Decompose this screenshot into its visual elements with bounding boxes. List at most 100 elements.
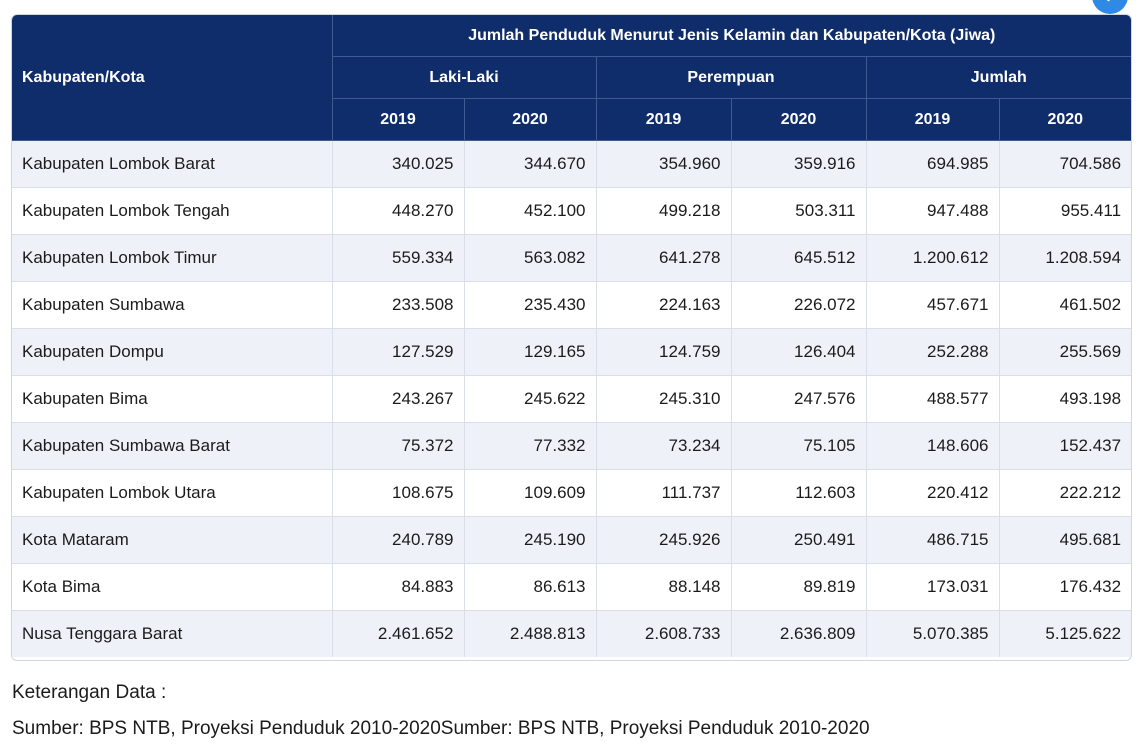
table-row: Kabupaten Lombok Tengah 448.270 452.100 499… xyxy=(12,187,1131,235)
value-cell: 86.613 xyxy=(464,563,597,611)
value-cell: 77.332 xyxy=(464,422,597,470)
population-table-container: Kabupaten/Kota Jumlah Penduduk Menurut J… xyxy=(11,14,1132,661)
value-cell: 947.488 xyxy=(866,187,1000,235)
region-name-cell: Kota Mataram xyxy=(12,516,333,564)
value-cell: 2.636.809 xyxy=(731,610,867,657)
value-cell: 247.576 xyxy=(731,375,867,423)
value-cell: 173.031 xyxy=(866,563,1000,611)
value-cell: 5.070.385 xyxy=(866,610,1000,657)
value-cell: 75.105 xyxy=(731,422,867,470)
region-name-cell: Kabupaten Bima xyxy=(12,375,333,423)
region-name-cell: Kabupaten Dompu xyxy=(12,328,333,376)
value-cell: 704.586 xyxy=(999,140,1131,188)
value-cell: 233.508 xyxy=(332,281,465,329)
year-header: 2020 xyxy=(998,98,1131,141)
value-cell: 5.125.622 xyxy=(999,610,1131,657)
value-cell: 75.372 xyxy=(332,422,465,470)
value-cell: 457.671 xyxy=(866,281,1000,329)
value-cell: 112.603 xyxy=(731,469,867,517)
value-cell: 245.926 xyxy=(596,516,732,564)
table-row: Kabupaten Dompu 127.529 129.165 124.759 126.… xyxy=(12,328,1131,376)
value-cell: 109.609 xyxy=(464,469,597,517)
year-header: 2019 xyxy=(331,98,465,141)
value-cell: 73.234 xyxy=(596,422,732,470)
value-cell: 252.288 xyxy=(866,328,1000,376)
value-cell: 461.502 xyxy=(999,281,1131,329)
value-cell: 2.488.813 xyxy=(464,610,597,657)
value-cell: 127.529 xyxy=(332,328,465,376)
value-cell: 1.208.594 xyxy=(999,234,1131,282)
region-name-cell: Kabupaten Sumbawa Barat xyxy=(12,422,333,470)
value-cell: 2.608.733 xyxy=(596,610,732,657)
value-cell: 488.577 xyxy=(866,375,1000,423)
table-row: Kabupaten Lombok Timur 559.334 563.082 641.… xyxy=(12,234,1131,282)
value-cell: 359.916 xyxy=(731,140,867,188)
value-cell: 641.278 xyxy=(596,234,732,282)
table-row: Kabupaten Sumbawa Barat 75.372 77.332 73.23… xyxy=(12,422,1131,470)
value-cell: 226.072 xyxy=(731,281,867,329)
table-row: Nusa Tenggara Barat 2.461.652 2.488.813 2.6… xyxy=(12,610,1131,657)
population-table: Kabupaten/Kota Jumlah Penduduk Menurut J… xyxy=(12,15,1131,657)
year-header: 2019 xyxy=(595,98,732,141)
value-cell: 89.819 xyxy=(731,563,867,611)
value-cell: 255.569 xyxy=(999,328,1131,376)
region-name-cell: Kabupaten Lombok Barat xyxy=(12,140,333,188)
value-cell: 224.163 xyxy=(596,281,732,329)
table-row: Kabupaten Sumbawa 233.508 235.430 224.163 22… xyxy=(12,281,1131,329)
value-cell: 124.759 xyxy=(596,328,732,376)
region-name-cell: Kabupaten Lombok Timur xyxy=(12,234,333,282)
value-cell: 126.404 xyxy=(731,328,867,376)
table-row: Kota Bima 84.883 86.613 88.148 89.819 173.031… xyxy=(12,563,1131,611)
region-name-cell: Kabupaten Lombok Utara xyxy=(12,469,333,517)
value-cell: 354.960 xyxy=(596,140,732,188)
table-row: Kabupaten Lombok Utara 108.675 109.609 111.… xyxy=(12,469,1131,517)
value-cell: 495.681 xyxy=(999,516,1131,564)
value-cell: 340.025 xyxy=(332,140,465,188)
data-notes: Keterangan Data : Sumber: BPS NTB, Proye… xyxy=(12,680,870,752)
value-cell: 176.432 xyxy=(999,563,1131,611)
value-cell: 955.411 xyxy=(999,187,1131,235)
value-cell: 220.412 xyxy=(866,469,1000,517)
table-row: Kota Mataram 240.789 245.190 245.926 250.491… xyxy=(12,516,1131,564)
year-header: 2020 xyxy=(463,98,597,141)
group-header-male: Laki-Laki xyxy=(331,56,597,99)
value-cell: 84.883 xyxy=(332,563,465,611)
value-cell: 148.606 xyxy=(866,422,1000,470)
value-cell: 245.190 xyxy=(464,516,597,564)
value-cell: 452.100 xyxy=(464,187,597,235)
year-header: 2019 xyxy=(865,98,1000,141)
value-cell: 486.715 xyxy=(866,516,1000,564)
value-cell: 1.200.612 xyxy=(866,234,1000,282)
region-name-cell: Nusa Tenggara Barat xyxy=(12,610,333,657)
floating-action-button[interactable] xyxy=(1092,0,1128,14)
value-cell: 448.270 xyxy=(332,187,465,235)
value-cell: 235.430 xyxy=(464,281,597,329)
notes-source: Sumber: BPS NTB, Proyeksi Penduduk 2010-… xyxy=(12,718,870,739)
check-icon xyxy=(1106,0,1111,2)
year-header: 2020 xyxy=(730,98,867,141)
value-cell: 499.218 xyxy=(596,187,732,235)
group-header-total: Jumlah xyxy=(865,56,1131,99)
region-column-header: Kabupaten/Kota xyxy=(12,15,333,141)
value-cell: 111.737 xyxy=(596,469,732,517)
value-cell: 645.512 xyxy=(731,234,867,282)
table-row: Kabupaten Lombok Barat 340.025 344.670 354.… xyxy=(12,140,1131,188)
value-cell: 243.267 xyxy=(332,375,465,423)
value-cell: 88.148 xyxy=(596,563,732,611)
value-cell: 694.985 xyxy=(866,140,1000,188)
value-cell: 2.461.652 xyxy=(332,610,465,657)
notes-title: Keterangan Data : xyxy=(12,682,167,703)
region-name-cell: Kota Bima xyxy=(12,563,333,611)
main-header: Jumlah Penduduk Menurut Jenis Kelamin da… xyxy=(331,15,1131,57)
table-body: Kabupaten Lombok Barat 340.025 344.670 354.… xyxy=(12,140,1131,657)
value-cell: 563.082 xyxy=(464,234,597,282)
region-name-cell: Kabupaten Sumbawa xyxy=(12,281,333,329)
group-header-female: Perempuan xyxy=(595,56,867,99)
table-row: Kabupaten Bima 243.267 245.622 245.310 247.5… xyxy=(12,375,1131,423)
value-cell: 493.198 xyxy=(999,375,1131,423)
value-cell: 129.165 xyxy=(464,328,597,376)
value-cell: 245.310 xyxy=(596,375,732,423)
region-name-cell: Kabupaten Lombok Tengah xyxy=(12,187,333,235)
value-cell: 559.334 xyxy=(332,234,465,282)
table-header: Kabupaten/Kota Jumlah Penduduk Menurut J… xyxy=(12,15,1131,141)
